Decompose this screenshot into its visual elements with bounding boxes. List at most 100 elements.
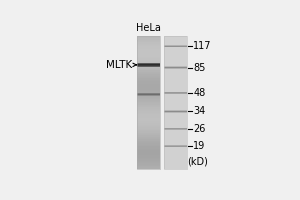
Bar [137, 53, 160, 55]
Bar [164, 131, 187, 133]
Bar [164, 45, 187, 47]
Bar [164, 111, 187, 113]
Bar [137, 165, 160, 166]
Bar [137, 76, 160, 77]
Bar [137, 70, 160, 72]
Bar [164, 128, 187, 129]
Bar [164, 130, 187, 132]
Bar [137, 81, 160, 83]
Bar [164, 114, 187, 116]
Bar [137, 91, 160, 93]
Bar [164, 126, 187, 128]
Bar [137, 145, 160, 146]
Bar [164, 117, 187, 119]
Bar [137, 64, 160, 65]
Bar [164, 67, 187, 68]
Bar [137, 130, 160, 132]
Bar [164, 112, 187, 113]
Bar [164, 133, 187, 135]
Bar [164, 77, 187, 79]
Bar [137, 163, 160, 165]
Bar [164, 158, 187, 160]
Bar [164, 142, 187, 144]
Bar [164, 102, 187, 104]
Bar [137, 105, 160, 107]
Bar [137, 57, 160, 59]
Bar [137, 113, 160, 115]
Bar [164, 129, 187, 130]
Bar [164, 150, 187, 152]
Bar [137, 161, 160, 162]
Bar [137, 66, 160, 67]
Bar [164, 103, 187, 105]
Bar [164, 113, 187, 115]
Bar [164, 146, 187, 147]
Bar [164, 129, 187, 130]
Bar [164, 146, 187, 147]
Text: 85: 85 [193, 63, 206, 73]
Bar [164, 121, 187, 123]
Bar [137, 97, 160, 99]
Bar [137, 98, 160, 100]
Bar [137, 95, 160, 96]
Bar [137, 103, 160, 105]
Bar [137, 86, 160, 88]
Bar [137, 109, 160, 111]
Bar [164, 56, 187, 57]
Bar [137, 125, 160, 127]
Bar [137, 82, 160, 84]
Bar [137, 121, 160, 123]
Bar [164, 99, 187, 101]
Bar [164, 110, 187, 112]
Bar [137, 62, 160, 64]
Bar [164, 109, 187, 111]
Bar [164, 89, 187, 91]
Bar [137, 64, 160, 65]
Bar [164, 146, 187, 148]
Bar [164, 88, 187, 89]
Bar [137, 126, 160, 128]
Bar [137, 151, 160, 153]
Bar [164, 78, 187, 80]
Bar [137, 50, 160, 52]
Bar [164, 60, 187, 61]
Bar [137, 85, 160, 87]
Bar [164, 74, 187, 76]
Bar [137, 65, 160, 66]
Bar [164, 98, 187, 100]
Bar [137, 159, 160, 161]
Bar [164, 82, 187, 84]
Bar [137, 137, 160, 139]
Bar [164, 86, 187, 88]
Bar [137, 117, 160, 119]
Bar [137, 74, 160, 76]
Text: (kD): (kD) [188, 157, 208, 167]
Bar [164, 52, 187, 53]
Bar [137, 66, 160, 68]
Bar [164, 97, 187, 99]
Text: HeLa: HeLa [136, 23, 161, 33]
Bar [164, 106, 187, 108]
Bar [164, 85, 187, 87]
Bar [164, 157, 187, 158]
Bar [164, 153, 187, 154]
Text: 26: 26 [193, 124, 206, 134]
Bar [164, 151, 187, 153]
Bar [137, 119, 160, 121]
Bar [164, 57, 187, 59]
Bar [137, 38, 160, 40]
Bar [137, 167, 160, 169]
Bar [164, 72, 187, 73]
Bar [137, 73, 160, 75]
Bar [137, 95, 160, 97]
Bar [164, 36, 187, 169]
Bar [164, 122, 187, 124]
Bar [164, 80, 187, 81]
Bar [137, 139, 160, 141]
Bar [137, 150, 160, 152]
Bar [164, 110, 187, 111]
Bar [164, 53, 187, 55]
Bar [137, 65, 160, 66]
Bar [164, 64, 187, 65]
Bar [137, 65, 160, 67]
